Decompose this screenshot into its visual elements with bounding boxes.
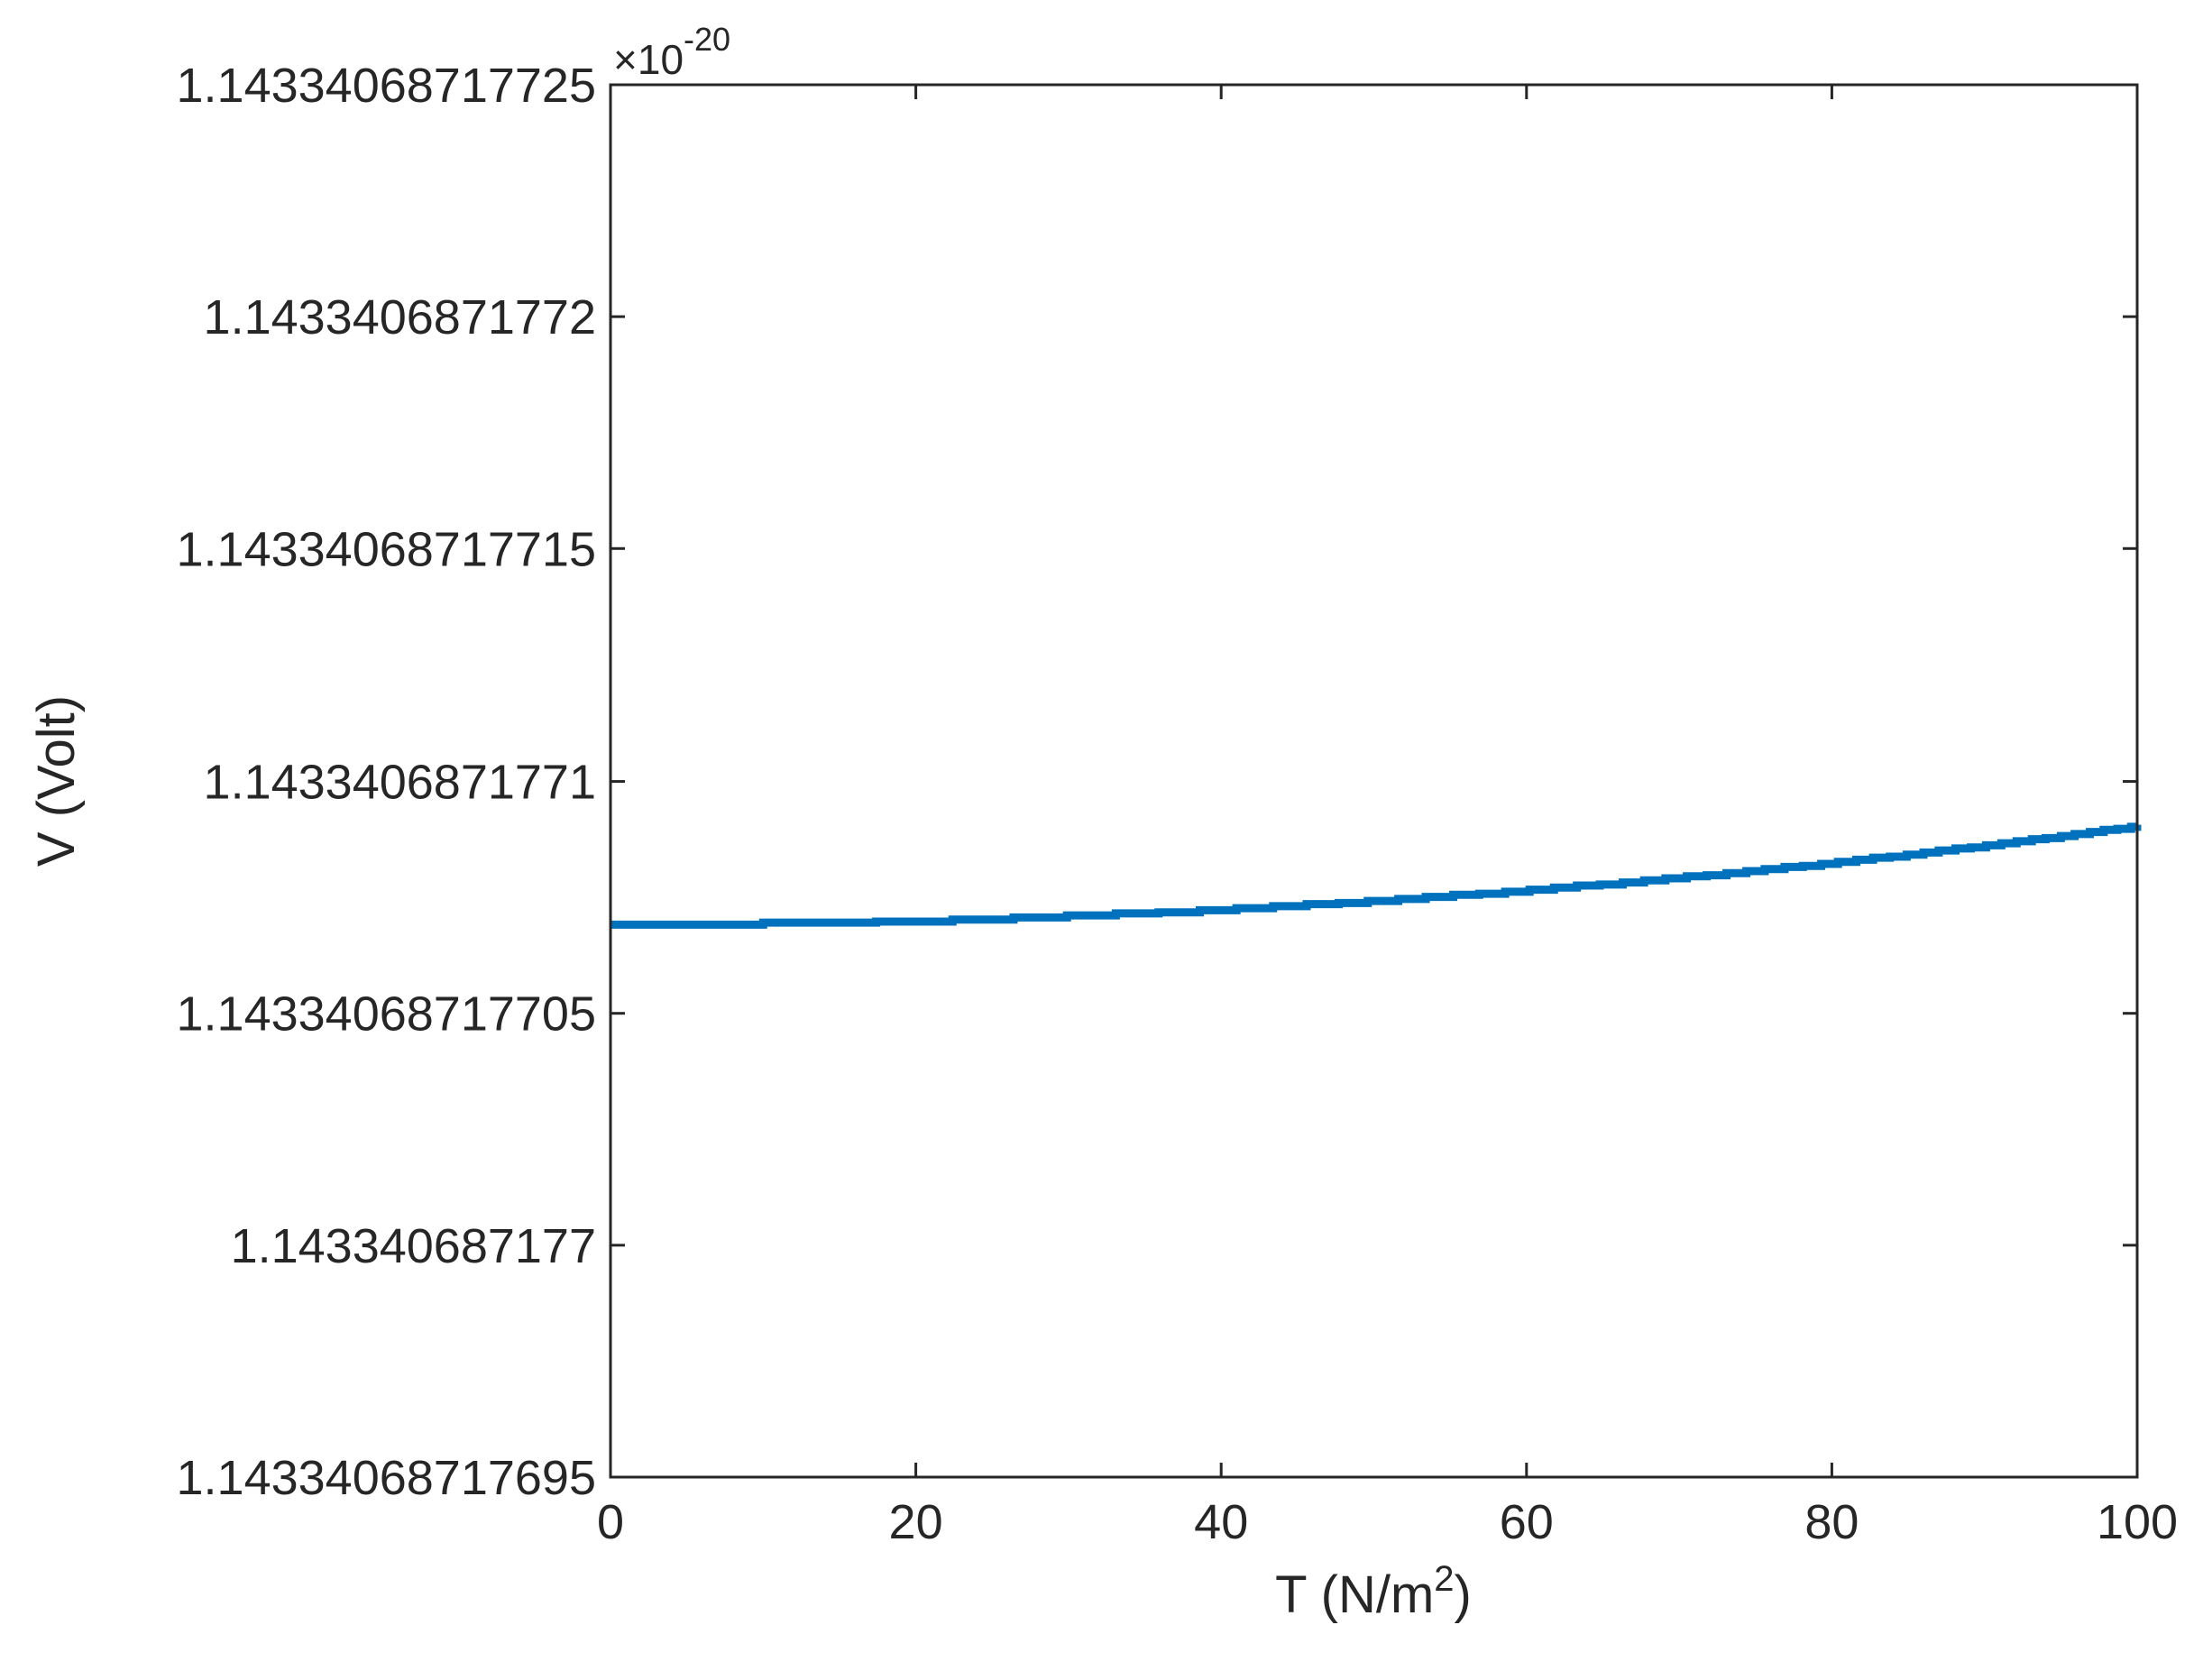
y-tick-label: 1.14334068717725 <box>177 59 597 113</box>
axes-box <box>609 83 2139 1479</box>
plot-area <box>610 822 2142 929</box>
x-tick-label: 100 <box>2097 1495 2178 1549</box>
x-tick-label: 0 <box>597 1495 624 1549</box>
x-axis-label-suffix: ) <box>1455 1565 1472 1624</box>
x-tick-label: 80 <box>1804 1495 1859 1549</box>
y-tick-label: 1.1433406871772 <box>204 290 596 344</box>
series-line <box>610 822 2142 929</box>
x-axis-label-main: T (N/m <box>1275 1565 1434 1624</box>
y-tick-label: 1.14334068717705 <box>177 987 597 1042</box>
x-tick-label: 60 <box>1500 1495 1554 1549</box>
y-tick-label: 1.1433406871771 <box>204 756 596 810</box>
y-tick-label: 1.14334068717715 <box>177 522 597 576</box>
y-exponent: ×10-20 <box>613 21 730 83</box>
y-tick-label: 1.14334068717695 <box>177 1451 597 1505</box>
y-tick-label: 1.143340687177 <box>231 1219 596 1273</box>
y-exponent-power: -20 <box>684 21 730 58</box>
x-axis-label: T (N/m2) <box>1275 1559 1472 1624</box>
x-tick-label: 40 <box>1194 1495 1248 1549</box>
axis-ticks: 0 20 40 60 80 100 1.14334068717695 1.1433406871… <box>177 59 2179 1549</box>
y-exponent-base: ×10 <box>613 36 684 83</box>
x-axis-label-superscript: 2 <box>1434 1559 1454 1599</box>
y-axis-label: V (Volt) <box>27 695 86 867</box>
x-tick-label: 20 <box>889 1495 943 1549</box>
